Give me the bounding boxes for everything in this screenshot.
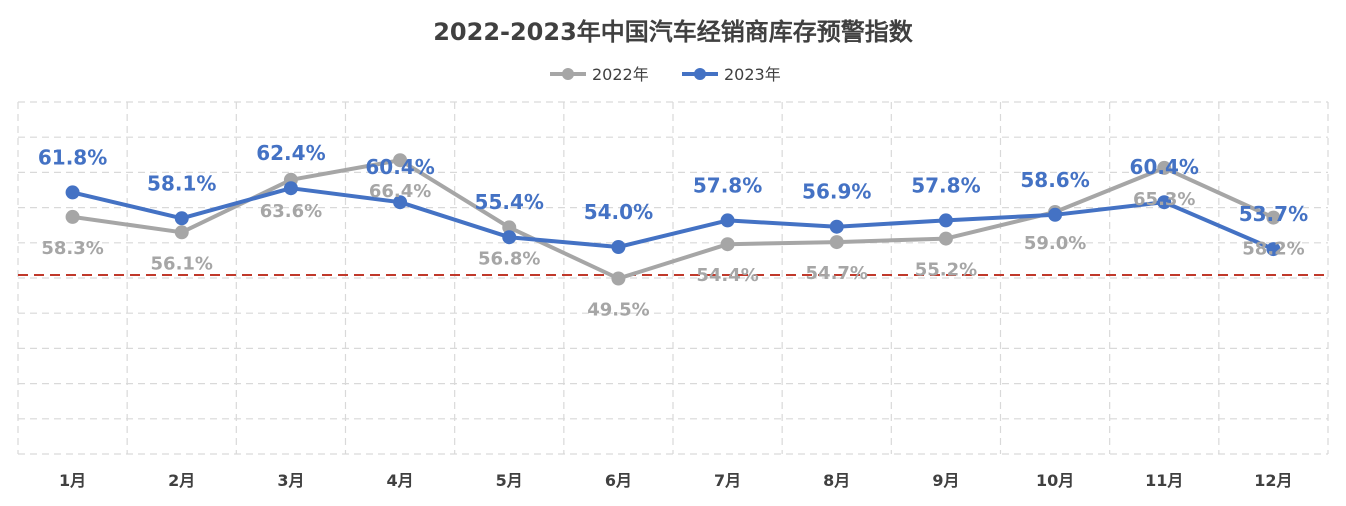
data-label-2023: 57.8% (911, 173, 980, 197)
data-label-2022: 56.1% (151, 253, 213, 274)
series-line-2022 (72, 158, 1275, 281)
legend-marker (694, 68, 706, 80)
data-point-2022 (829, 235, 844, 250)
data-point-2022 (720, 237, 735, 252)
data-label-2022: 65.3% (1133, 189, 1195, 210)
x-tick-label: 10月 (1036, 471, 1074, 490)
data-label-2022: 49.5% (587, 300, 649, 321)
data-point-2023 (65, 185, 80, 200)
data-label-2022: 59.0% (1024, 233, 1086, 254)
data-point-2023 (1266, 242, 1281, 257)
data-point-2023 (1157, 195, 1172, 210)
data-label-2022: 54.7% (806, 263, 868, 284)
data-point-2022 (502, 220, 517, 235)
legend: 2022年 2023年 (550, 65, 781, 84)
data-label-2023: 61.8% (38, 145, 107, 169)
data-label-2023: 56.9% (802, 180, 871, 204)
data-point-2023 (283, 181, 298, 196)
legend-marker (562, 68, 574, 80)
data-point-2022 (174, 225, 189, 240)
data-label-2023: 58.6% (1020, 168, 1089, 192)
data-point-2022 (1157, 160, 1172, 175)
data-point-2023 (502, 230, 517, 245)
data-label-2023: 62.4% (256, 141, 325, 165)
data-point-2023 (720, 213, 735, 228)
x-tick-label: 2月 (168, 471, 195, 490)
series-lines (65, 153, 1281, 286)
x-tick-label: 9月 (932, 471, 959, 490)
data-point-2023 (174, 211, 189, 226)
x-tick-label: 7月 (714, 471, 741, 490)
x-tick-label: 6月 (605, 471, 632, 490)
data-point-2023 (938, 213, 953, 228)
data-labels: 61.8% 58.1% 62.4% 60.4% 55.4% 54.0% 57.8% 56.9%… (38, 141, 1308, 320)
data-label-2022: 56.8% (478, 248, 540, 269)
data-label-2022: 58.2% (1242, 239, 1304, 260)
data-point-2022 (393, 153, 408, 168)
data-point-2023 (611, 240, 626, 254)
legend-label: 2022年 (592, 65, 649, 84)
x-axis: 1月 2月 3月 4月 5月 6月 7月 8月 9月 10月 11月 12月 (59, 471, 1293, 490)
data-label-2023: 54.0% (584, 200, 653, 224)
data-label-2023: 58.1% (147, 171, 216, 195)
data-point-2022 (938, 231, 953, 246)
data-point-2023 (829, 219, 844, 234)
data-label-2023: 55.4% (475, 190, 544, 214)
data-label-2022: 54.4% (696, 265, 758, 286)
data-label-2022: 58.3% (41, 238, 103, 259)
data-label-2022: 55.2% (915, 260, 977, 281)
x-tick-label: 11月 (1145, 471, 1183, 490)
data-point-2022 (611, 271, 626, 286)
x-tick-label: 1月 (59, 471, 86, 490)
x-tick-label: 3月 (277, 471, 304, 490)
legend-item-2023: 2023年 (682, 65, 781, 84)
grid (17, 101, 1329, 455)
data-label-2023: 60.4% (1130, 155, 1199, 179)
legend-label: 2023年 (724, 65, 781, 84)
data-label-2022: 63.6% (260, 201, 322, 222)
data-point-2022 (65, 209, 80, 224)
data-label-2023: 60.4% (365, 155, 434, 179)
x-tick-label: 12月 (1254, 471, 1292, 490)
data-label-2023: 57.8% (693, 173, 762, 197)
x-tick-label: 5月 (496, 471, 523, 490)
x-tick-label: 8月 (823, 471, 850, 490)
x-tick-label: 4月 (387, 471, 414, 490)
data-point-2023 (1048, 207, 1063, 222)
data-label-2022: 66.4% (369, 181, 431, 202)
data-point-2022 (1266, 210, 1281, 225)
data-label-2023: 53.7% (1239, 202, 1308, 226)
data-point-2023 (393, 195, 408, 210)
legend-item-2022: 2022年 (550, 65, 649, 84)
chart-title: 2022-2023年中国汽车经销商库存预警指数 (433, 18, 914, 46)
series-line-2023 (72, 186, 1275, 251)
